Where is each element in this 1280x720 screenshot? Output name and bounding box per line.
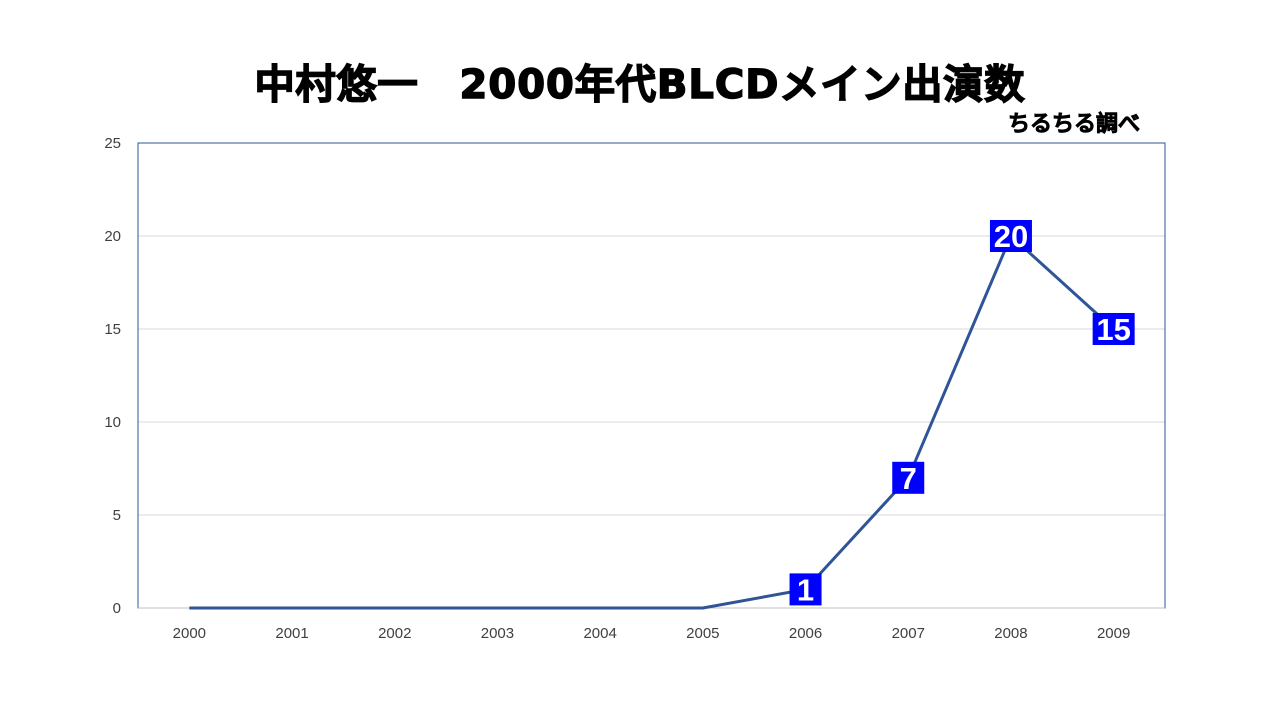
data-label: 7 bbox=[900, 461, 917, 496]
y-tick-label: 10 bbox=[104, 414, 121, 431]
x-tick-label: 2002 bbox=[378, 625, 411, 642]
y-tick-label: 0 bbox=[113, 600, 121, 617]
y-tick-label: 25 bbox=[104, 135, 121, 152]
chart-subtitle: ちるちる調べ bbox=[1007, 112, 1141, 138]
data-label-box bbox=[989, 220, 1032, 252]
x-tick-label: 2001 bbox=[275, 625, 308, 642]
x-tick-label: 2003 bbox=[481, 625, 514, 642]
x-tick-label: 2007 bbox=[892, 625, 925, 642]
plot-area-border bbox=[137, 142, 1166, 609]
series-line bbox=[189, 234, 1115, 610]
y-tick-label: 20 bbox=[104, 228, 121, 245]
data-label: 1 bbox=[797, 572, 814, 607]
data-label: 15 bbox=[1096, 312, 1130, 347]
x-tick-label: 2008 bbox=[994, 625, 1027, 642]
data-label-box bbox=[1092, 313, 1135, 345]
y-tick-label: 5 bbox=[113, 507, 121, 524]
data-label: 20 bbox=[994, 219, 1028, 254]
y-tick-label: 15 bbox=[104, 321, 121, 338]
chart-title: 中村悠一 2000年代BLCDメイン出演数 bbox=[254, 61, 1026, 109]
x-tick-label: 2006 bbox=[789, 625, 822, 642]
data-label-box bbox=[892, 461, 925, 494]
x-tick-label: 2009 bbox=[1097, 625, 1130, 642]
x-tick-label: 2005 bbox=[686, 625, 719, 642]
x-tick-label: 2004 bbox=[583, 625, 616, 642]
x-tick-label: 2000 bbox=[173, 625, 206, 642]
data-label-box bbox=[789, 573, 822, 606]
